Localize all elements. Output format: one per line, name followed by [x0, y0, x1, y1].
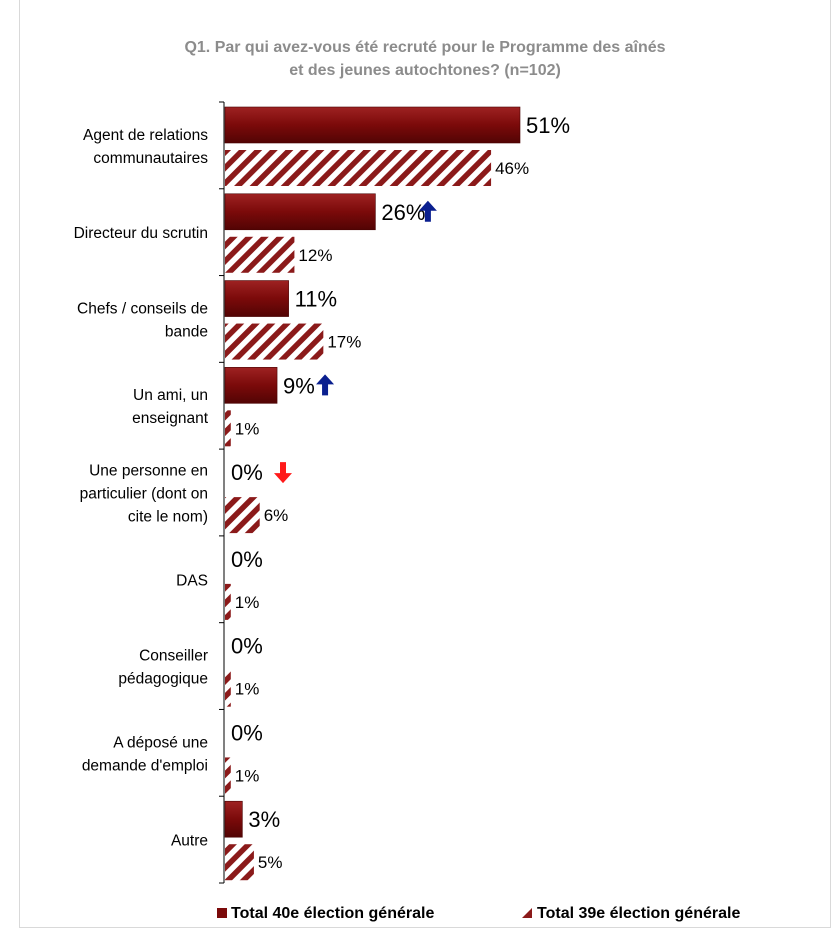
category-label: Agent de relations communautaires	[83, 127, 208, 167]
bar-39e	[225, 323, 324, 360]
legend-swatch-40e	[217, 908, 227, 918]
category-label-line: Conseiller	[139, 648, 208, 665]
bar-39e	[225, 236, 295, 273]
chart-frame	[19, 0, 831, 928]
category-label: Chefs / conseils de bande	[77, 300, 208, 340]
category-label-line: Directeur du scrutin	[74, 225, 208, 242]
data-label-40e: 0%	[231, 460, 263, 485]
category-label-line: particulier (dont on	[80, 486, 208, 503]
data-label-39e: 1%	[235, 680, 260, 699]
category-label: A déposé une demande d'emploi	[82, 734, 208, 774]
data-label-40e: 0%	[231, 634, 263, 659]
data-label-39e: 6%	[264, 506, 289, 525]
data-label-40e: 3%	[248, 807, 280, 832]
category-label-line: DAS	[176, 572, 208, 589]
data-label-40e: 26%	[381, 200, 425, 225]
data-label-39e: 1%	[235, 419, 260, 438]
arrow-down-icon	[274, 462, 292, 484]
data-label-39e: 1%	[235, 593, 260, 612]
data-label-40e: 0%	[231, 720, 263, 745]
bar-40e	[224, 106, 521, 144]
chart-title: Q1. Par qui avez-vous été recruté pour l…	[19, 36, 831, 82]
category-label-line: A déposé une	[113, 734, 208, 751]
category-label-line: enseignant	[132, 410, 209, 427]
category-label-line: Chefs / conseils de	[77, 300, 208, 317]
category-label-line: Un ami, un	[133, 387, 208, 404]
data-label-39e: 46%	[495, 159, 529, 178]
category-label-line: Une personne en	[89, 463, 208, 480]
arrow-up-icon	[316, 374, 335, 396]
category-label: DAS	[176, 572, 208, 589]
legend-label-40e: Total 40e élection générale	[231, 905, 434, 922]
category-label-line: demande d'emploi	[82, 757, 208, 774]
bar-40e	[224, 280, 289, 317]
data-label-40e: 9%	[283, 373, 315, 398]
bar-40e	[224, 367, 278, 404]
data-label-39e: 12%	[298, 246, 332, 265]
arrow-up-icon	[418, 200, 437, 222]
data-label-39e: 1%	[235, 766, 260, 785]
bar-39e	[225, 497, 260, 534]
bar-39e	[225, 410, 231, 447]
bar-39e	[225, 150, 492, 186]
category-label: Autre	[171, 833, 208, 850]
bar-39e	[225, 844, 254, 881]
category-label: Directeur du scrutin	[74, 225, 208, 242]
chart-title-line-1: Q1. Par qui avez-vous été recruté pour l…	[184, 39, 666, 56]
legend-label-39e: Total 39e élection générale	[537, 905, 740, 922]
category-label-line: cite le nom)	[128, 509, 208, 526]
data-label-39e: 5%	[258, 853, 283, 872]
category-label: Un ami, un enseignant	[132, 387, 209, 427]
category-label-line: Autre	[171, 833, 208, 850]
data-label-40e: 11%	[295, 287, 337, 312]
data-label-40e: 51%	[526, 113, 570, 138]
bar-40e	[224, 193, 376, 231]
bar-40e	[224, 800, 243, 838]
category-label-line: pédagogique	[118, 671, 208, 688]
legend-swatch-39e	[522, 908, 532, 918]
category-label: Conseiller pédagogique	[118, 648, 208, 688]
bar-39e	[225, 583, 231, 620]
category-label: Une personne en particulier (dont on cite …	[80, 463, 208, 526]
chart-title-line-2: et des jeunes autochtones? (n=102)	[289, 62, 561, 79]
data-label-39e: 17%	[327, 333, 361, 352]
category-label-line: Agent de relations	[83, 127, 208, 144]
bar-39e	[225, 757, 231, 794]
data-label-40e: 0%	[231, 547, 263, 572]
bar-39e	[225, 670, 231, 707]
category-label-line: bande	[165, 323, 208, 340]
category-label-line: communautaires	[93, 150, 208, 167]
